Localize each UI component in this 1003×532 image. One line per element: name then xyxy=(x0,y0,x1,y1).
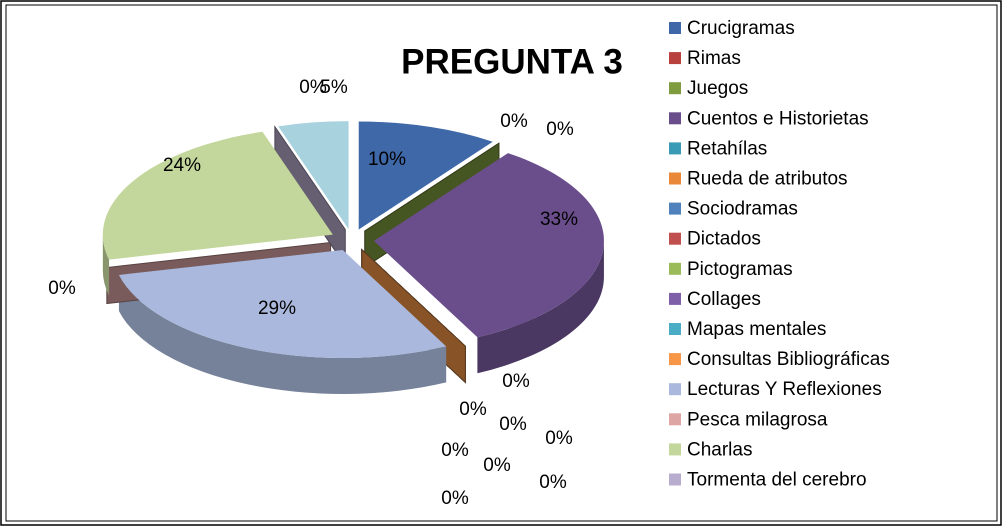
legend-label: Rueda de atributos xyxy=(687,169,848,190)
legend-swatch xyxy=(669,262,681,275)
legend-label: Mapas mentales xyxy=(687,319,826,340)
legend-swatch xyxy=(669,292,681,305)
legend-swatch xyxy=(669,112,681,125)
data-label: 33% xyxy=(540,209,578,230)
data-label: 0% xyxy=(500,111,528,132)
data-label: 10% xyxy=(368,149,406,170)
slice-side xyxy=(118,274,447,394)
chart-title: PREGUNTA 3 xyxy=(401,42,623,81)
chart-border xyxy=(5,4,998,522)
slice xyxy=(102,131,333,260)
legend-label: Charlas xyxy=(687,439,752,460)
slice xyxy=(278,121,349,230)
data-label: 0% xyxy=(546,119,574,140)
slice-side xyxy=(102,234,110,296)
slice xyxy=(118,249,447,358)
legend-label: Sociodramas xyxy=(687,199,798,220)
data-label: 0% xyxy=(441,488,469,509)
legend-label: Crucigramas xyxy=(687,18,795,39)
data-label: 0% xyxy=(539,472,567,493)
data-label: 0% xyxy=(545,428,573,449)
data-label: 0% xyxy=(483,455,511,476)
data-label: 0% xyxy=(499,414,527,435)
legend-label: Consultas Bibliográficas xyxy=(687,349,890,370)
legend-label: Cuentos e Historietas xyxy=(687,108,869,129)
legend-swatch xyxy=(669,323,681,335)
data-label: 0% xyxy=(459,399,487,420)
legend-swatch xyxy=(669,22,681,34)
slice-side xyxy=(477,240,604,374)
legend-swatch xyxy=(669,202,681,215)
data-label: 0% xyxy=(441,440,469,461)
legend-swatch xyxy=(669,413,681,426)
pie xyxy=(102,121,604,394)
legend-swatch xyxy=(669,383,681,396)
legend: Crucigramas Rimas Juegos Cuentos e Historie… xyxy=(669,18,890,491)
legend-swatch xyxy=(669,172,681,185)
legend-label: Dictados xyxy=(687,229,761,250)
legend-label: Pesca milagrosa xyxy=(687,409,828,430)
data-label: 29% xyxy=(258,298,296,319)
data-label: 5% xyxy=(320,77,348,98)
legend-swatch xyxy=(669,353,681,366)
legend-label: Lecturas Y Reflexiones xyxy=(687,379,882,400)
data-label: 0% xyxy=(502,371,530,392)
slice xyxy=(373,153,604,338)
legend-swatch xyxy=(669,473,681,486)
legend-label: Rimas xyxy=(687,48,741,69)
legend-swatch xyxy=(669,142,681,155)
legend-swatch xyxy=(669,443,681,456)
legend-label: Tormenta del cerebro xyxy=(687,470,867,491)
slice xyxy=(358,121,493,230)
data-label: 0% xyxy=(299,77,327,98)
data-label: 0% xyxy=(48,278,76,299)
legend-swatch xyxy=(669,82,681,95)
legend-swatch xyxy=(669,232,681,245)
legend-label: Collages xyxy=(687,289,761,310)
legend-label: Juegos xyxy=(687,78,748,99)
data-labels: 10%0% 0%33%0%0%0%0%0%0%0%0%29%0%24%0%5% xyxy=(48,77,578,509)
legend-label: Retahílas xyxy=(687,138,767,159)
legend-swatch xyxy=(669,52,681,65)
legend-label: Pictogramas xyxy=(687,259,793,280)
data-label: 24% xyxy=(163,155,201,176)
